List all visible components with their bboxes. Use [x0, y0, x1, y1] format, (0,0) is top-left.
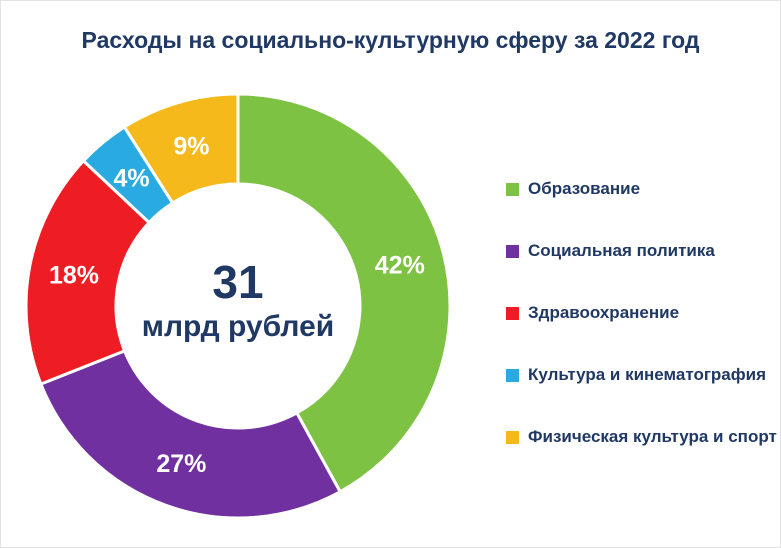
donut-slice-labels: 42% 27% 18% 4% 9%: [49, 133, 425, 479]
legend-item: Социальная политика: [506, 239, 777, 263]
slice-percent-label: 18%: [49, 262, 99, 290]
donut-svg: 42% 27% 18% 4% 9% 31 млрд рублей: [24, 92, 452, 520]
chart-title: Расходы на социально-культурную сферу за…: [81, 27, 700, 53]
legend-label: Образование: [528, 179, 641, 198]
legend-item: Физическая культура и спорт: [506, 425, 777, 449]
chart-slice: [122, 92, 240, 205]
legend-label: Культура и кинематография: [528, 365, 766, 384]
legend-label: Физическая культура и спорт: [528, 427, 777, 446]
slice-percent-label: 4%: [114, 164, 150, 192]
donut-chart: 42% 27% 18% 4% 9% 31 млрд рублей: [18, 86, 458, 526]
donut-slices: [24, 92, 452, 520]
legend-item: Здравоохранение: [506, 301, 777, 325]
center-label: млрд рублей: [142, 310, 334, 343]
slice-percent-label: 9%: [173, 133, 209, 161]
legend-item: Культура и кинематография: [506, 363, 777, 387]
chart-slice: [24, 159, 151, 386]
legend-swatch-icon: [506, 306, 519, 320]
legend-label: Здравоохранение: [528, 303, 680, 322]
legend-label: Социальная политика: [528, 241, 715, 260]
center-value: 31: [212, 256, 263, 308]
chart-slice: [39, 349, 342, 520]
legend-item: Образование: [506, 177, 777, 201]
slice-percent-label: 42%: [375, 252, 425, 280]
chart-slice: [236, 92, 452, 494]
legend-swatch-icon: [506, 430, 519, 444]
slice-percent-label: 27%: [156, 450, 206, 478]
legend-swatch-icon: [506, 182, 519, 196]
legend: Образование Социальная политика Здравоох…: [506, 177, 777, 449]
legend-swatch-icon: [506, 368, 519, 382]
legend-swatch-icon: [506, 244, 519, 258]
